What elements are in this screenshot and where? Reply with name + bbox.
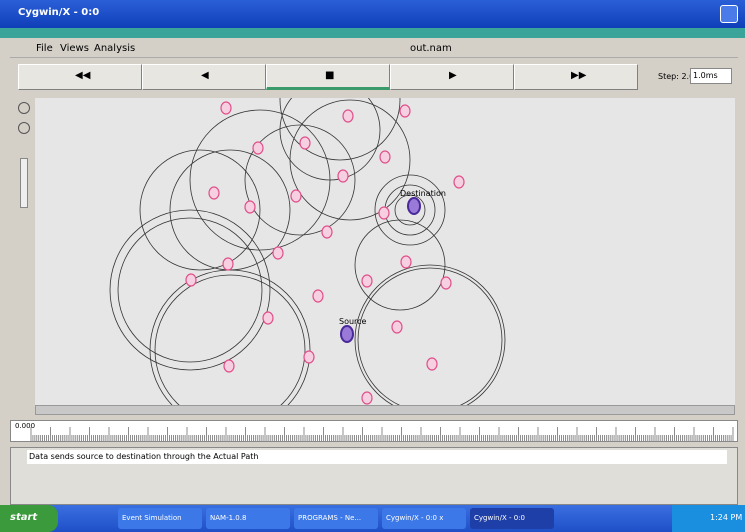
start-button[interactable]: start: [0, 505, 58, 532]
task-button[interactable]: PROGRAMS - Ne...: [294, 508, 378, 529]
node: [209, 187, 219, 199]
node: [392, 321, 402, 333]
window-button[interactable]: [720, 5, 738, 23]
zoom-out[interactable]: [18, 122, 30, 134]
node: [379, 207, 389, 219]
node: [221, 102, 231, 114]
node: [380, 151, 390, 163]
node: [343, 110, 353, 122]
clock: 1:24 PM: [672, 505, 745, 532]
title-bar: Cygwin/X - 0:0: [0, 0, 745, 28]
window-title: Cygwin/X - 0:0: [18, 7, 99, 18]
node: [300, 137, 310, 149]
zoom-toolbar: [14, 98, 34, 408]
timeline[interactable]: 0.000: [10, 420, 738, 442]
node: [263, 312, 273, 324]
node: [313, 290, 323, 302]
back-button[interactable]: ◀: [142, 64, 266, 90]
node: [291, 190, 301, 202]
play-button[interactable]: ▶: [390, 64, 514, 90]
node: [273, 247, 283, 259]
status-band: [0, 28, 745, 38]
node: [253, 142, 263, 154]
zoom-in[interactable]: [18, 102, 30, 114]
node: [223, 258, 233, 270]
node: [245, 201, 255, 213]
canvas-bg: [35, 98, 735, 405]
task-button[interactable]: Cygwin/X - 0:0: [470, 508, 554, 529]
node: [401, 256, 411, 268]
rewind-button[interactable]: ◀◀: [18, 64, 142, 90]
node: [304, 351, 314, 363]
node-label: Destination: [400, 189, 446, 198]
node: [224, 360, 234, 372]
h-scrollbar[interactable]: [35, 405, 735, 415]
menu-bar: File Views Analysis out.nam: [10, 40, 738, 58]
file-name: out.nam: [410, 43, 452, 54]
annotation-panel: Data sends source to destination through…: [10, 447, 738, 505]
network-canvas: Destination Source: [35, 98, 735, 405]
endpoint-node: [341, 326, 353, 342]
node: [362, 392, 372, 404]
zoom-slider[interactable]: [20, 158, 28, 208]
ruler: [11, 421, 737, 441]
node: [454, 176, 464, 188]
node: [362, 275, 372, 287]
forward-button[interactable]: ▶▶: [514, 64, 638, 90]
node-label: Source: [339, 317, 367, 326]
task-button[interactable]: Cygwin/X - 0:0 x: [382, 508, 466, 529]
rate-button[interactable]: 1.0ms: [690, 68, 732, 84]
menu-item[interactable]: File: [36, 43, 53, 54]
node: [441, 277, 451, 289]
page: Cygwin/X - 0:0 File Views Analysis out.n…: [0, 0, 745, 532]
menu-item[interactable]: Views: [60, 43, 89, 54]
task-button[interactable]: Event Simulation: [118, 508, 202, 529]
node: [186, 274, 196, 286]
menu-item[interactable]: Analysis: [94, 43, 135, 54]
annotation-text: Data sends source to destination through…: [27, 450, 727, 464]
endpoint-node: [408, 198, 420, 214]
node: [322, 226, 332, 238]
node: [400, 105, 410, 117]
task-button[interactable]: NAM-1.0.8: [206, 508, 290, 529]
node: [338, 170, 348, 182]
node: [427, 358, 437, 370]
stop-button[interactable]: ■: [266, 64, 390, 90]
